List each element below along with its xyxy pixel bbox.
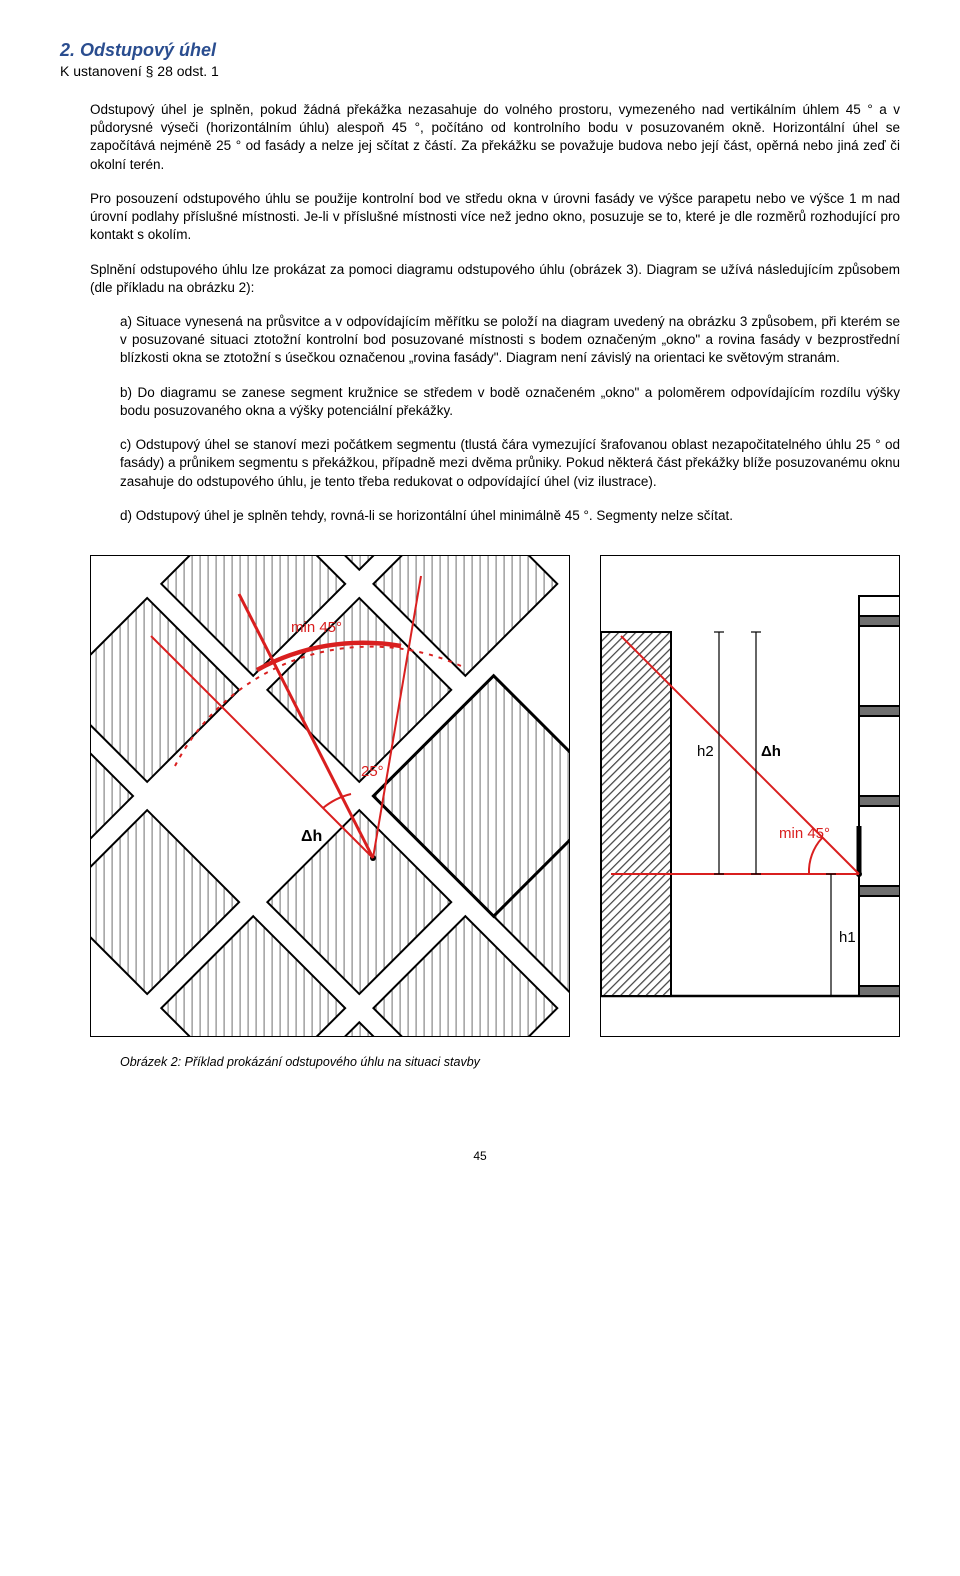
paragraph-2: Pro posouzení odstupového úhlu se použij… (90, 190, 900, 245)
label-min45-right: min 45° (779, 825, 830, 842)
paragraph-1: Odstupový úhel je splněn, pokud žádná př… (90, 101, 900, 174)
label-dh-right: Δh (761, 743, 781, 760)
page-number: 45 (60, 1149, 900, 1163)
section-subtitle: K ustanovení § 28 odst. 1 (60, 63, 900, 79)
item-a: a) Situace vynesená na průsvitce a v odp… (120, 313, 900, 368)
section-heading: 2. Odstupový úhel (60, 40, 900, 61)
figure-row: min 45° 25° Δh (90, 555, 900, 1037)
label-dh-left: Δh (301, 828, 322, 845)
label-25deg: 25° (361, 763, 384, 780)
paragraph-3: Splnění odstupového úhlu lze prokázat za… (90, 261, 900, 297)
label-h2: h2 (697, 743, 714, 760)
label-h1: h1 (839, 929, 856, 946)
item-b: b) Do diagramu se zanese segment kružnic… (120, 384, 900, 420)
label-min45-left: min 45° (291, 619, 342, 636)
section-number: 2. (60, 40, 75, 60)
section-title-text: Odstupový úhel (80, 40, 216, 60)
item-d: d) Odstupový úhel je splněn tehdy, rovná… (120, 507, 900, 525)
figure-left: min 45° 25° Δh (90, 555, 570, 1037)
item-c: c) Odstupový úhel se stanoví mezi počátk… (120, 436, 900, 491)
figure-caption: Obrázek 2: Příklad prokázání odstupového… (120, 1055, 900, 1069)
figure-right: min 45° h1 h2 Δh (600, 555, 900, 1037)
